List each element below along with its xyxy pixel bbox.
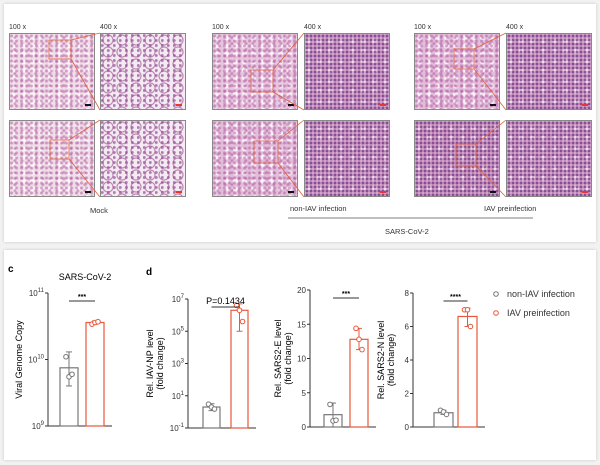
data-point <box>63 353 69 360</box>
group-label-noniav: non-IAV infection <box>290 204 347 213</box>
significance-label: **** <box>450 294 461 301</box>
mag-label: 100 x <box>9 24 27 31</box>
y-tick-label: 6 <box>405 323 410 332</box>
bar-iav-preinfection <box>85 321 105 427</box>
y-tick-label: 0 <box>405 423 410 432</box>
data-point <box>95 318 101 325</box>
y-tick-label: 101 <box>172 391 185 401</box>
data-point <box>236 307 243 314</box>
y-axis-label: Viral Genome Copy <box>14 320 24 399</box>
histology-panel: 100 x 400 x 100 x 400 x 100 x 400 x Mock <box>4 4 596 242</box>
inset-box <box>250 69 274 93</box>
y-tick-label: 109 <box>32 421 45 431</box>
significance-label: *** <box>78 294 86 301</box>
y-tick-label: 0 <box>302 423 307 432</box>
y-tick-label: 105 <box>172 326 185 336</box>
histology-image-mock-400x <box>100 120 186 197</box>
mag-label: 400 x <box>304 24 322 31</box>
group-label-iav: IAV preinfection <box>484 204 537 213</box>
group-label-mock: Mock <box>90 206 108 215</box>
quantification-panel: c d 109 1010 1011 Viral Genome Copy SARS-CoV-2… <box>4 250 596 460</box>
y-tick-label: 8 <box>405 289 410 298</box>
histology-image-mock-400x <box>100 33 186 110</box>
legend-marker <box>493 310 499 316</box>
data-point <box>359 346 365 353</box>
panel-label-c: c <box>8 264 14 275</box>
data-point <box>211 406 218 412</box>
inset-box <box>48 39 72 60</box>
inset-box <box>253 140 279 164</box>
significance-label: *** <box>342 291 350 298</box>
y-tick-label: 5 <box>302 389 307 398</box>
y-axis-label: (fold change) <box>155 337 165 390</box>
legend-label: IAV preinfection <box>507 308 570 318</box>
data-point <box>356 336 362 343</box>
inset-box <box>455 143 477 167</box>
panel-label-d: d <box>146 267 152 278</box>
inset-overlay <box>48 32 533 219</box>
significance-label: P=0.1434 <box>206 296 245 306</box>
histology-image-iav-400x <box>506 120 592 197</box>
histology-image-noniav-400x <box>304 33 390 110</box>
histology-image-noniav-400x <box>304 120 390 197</box>
y-tick-label: 1011 <box>29 288 45 298</box>
data-point <box>69 371 75 378</box>
data-point <box>467 323 474 330</box>
histology-image-noniav-100x <box>212 33 298 110</box>
bar-iav-preinfection <box>457 315 478 428</box>
mag-label: 400 x <box>100 24 118 31</box>
y-tick-label: 103 <box>172 359 185 369</box>
mag-label: 400 x <box>506 24 524 31</box>
data-point <box>353 325 359 332</box>
bracket-label-sars-cov-2: SARS-CoV-2 <box>385 227 429 236</box>
histology-image-iav-100x <box>414 33 500 110</box>
y-tick-label: 10-1 <box>170 423 185 433</box>
y-tick-label: 15 <box>297 320 306 329</box>
data-point <box>239 318 246 325</box>
histology-image-mock-100x <box>9 33 95 110</box>
mag-label: 100 x <box>414 24 432 31</box>
legend-marker <box>493 291 499 297</box>
data-point <box>327 401 333 408</box>
y-axis-label: (fold change) <box>283 332 293 385</box>
y-axis-label: Rel. IAV-NP level <box>145 329 155 397</box>
histology-image-noniav-100x <box>212 120 298 197</box>
mag-label: 100 x <box>212 24 230 31</box>
histology-image-iav-100x <box>414 120 500 197</box>
y-tick-label: 4 <box>405 356 410 365</box>
data-point <box>464 306 471 313</box>
y-tick-label: 1010 <box>28 355 44 365</box>
chart-title: SARS-CoV-2 <box>59 272 112 282</box>
legend-label: non-IAV infection <box>507 289 575 299</box>
inset-box <box>453 48 475 70</box>
bar-iav-preinfection <box>349 338 369 428</box>
y-axis-label: Rel. SARS2-N level <box>376 321 386 400</box>
y-tick-label: 10 <box>297 355 306 364</box>
y-tick-label: 2 <box>405 390 410 399</box>
y-tick-label: 20 <box>297 286 306 295</box>
y-axis-label: Rel. SARS2-E level <box>273 319 283 397</box>
histology-image-mock-100x <box>9 120 95 197</box>
data-point <box>443 411 450 418</box>
data-point <box>333 417 339 423</box>
y-tick-label: 107 <box>172 294 185 304</box>
inset-box <box>49 139 70 160</box>
y-axis-label: (fold change) <box>386 334 396 387</box>
histology-image-iav-400x <box>506 33 592 110</box>
